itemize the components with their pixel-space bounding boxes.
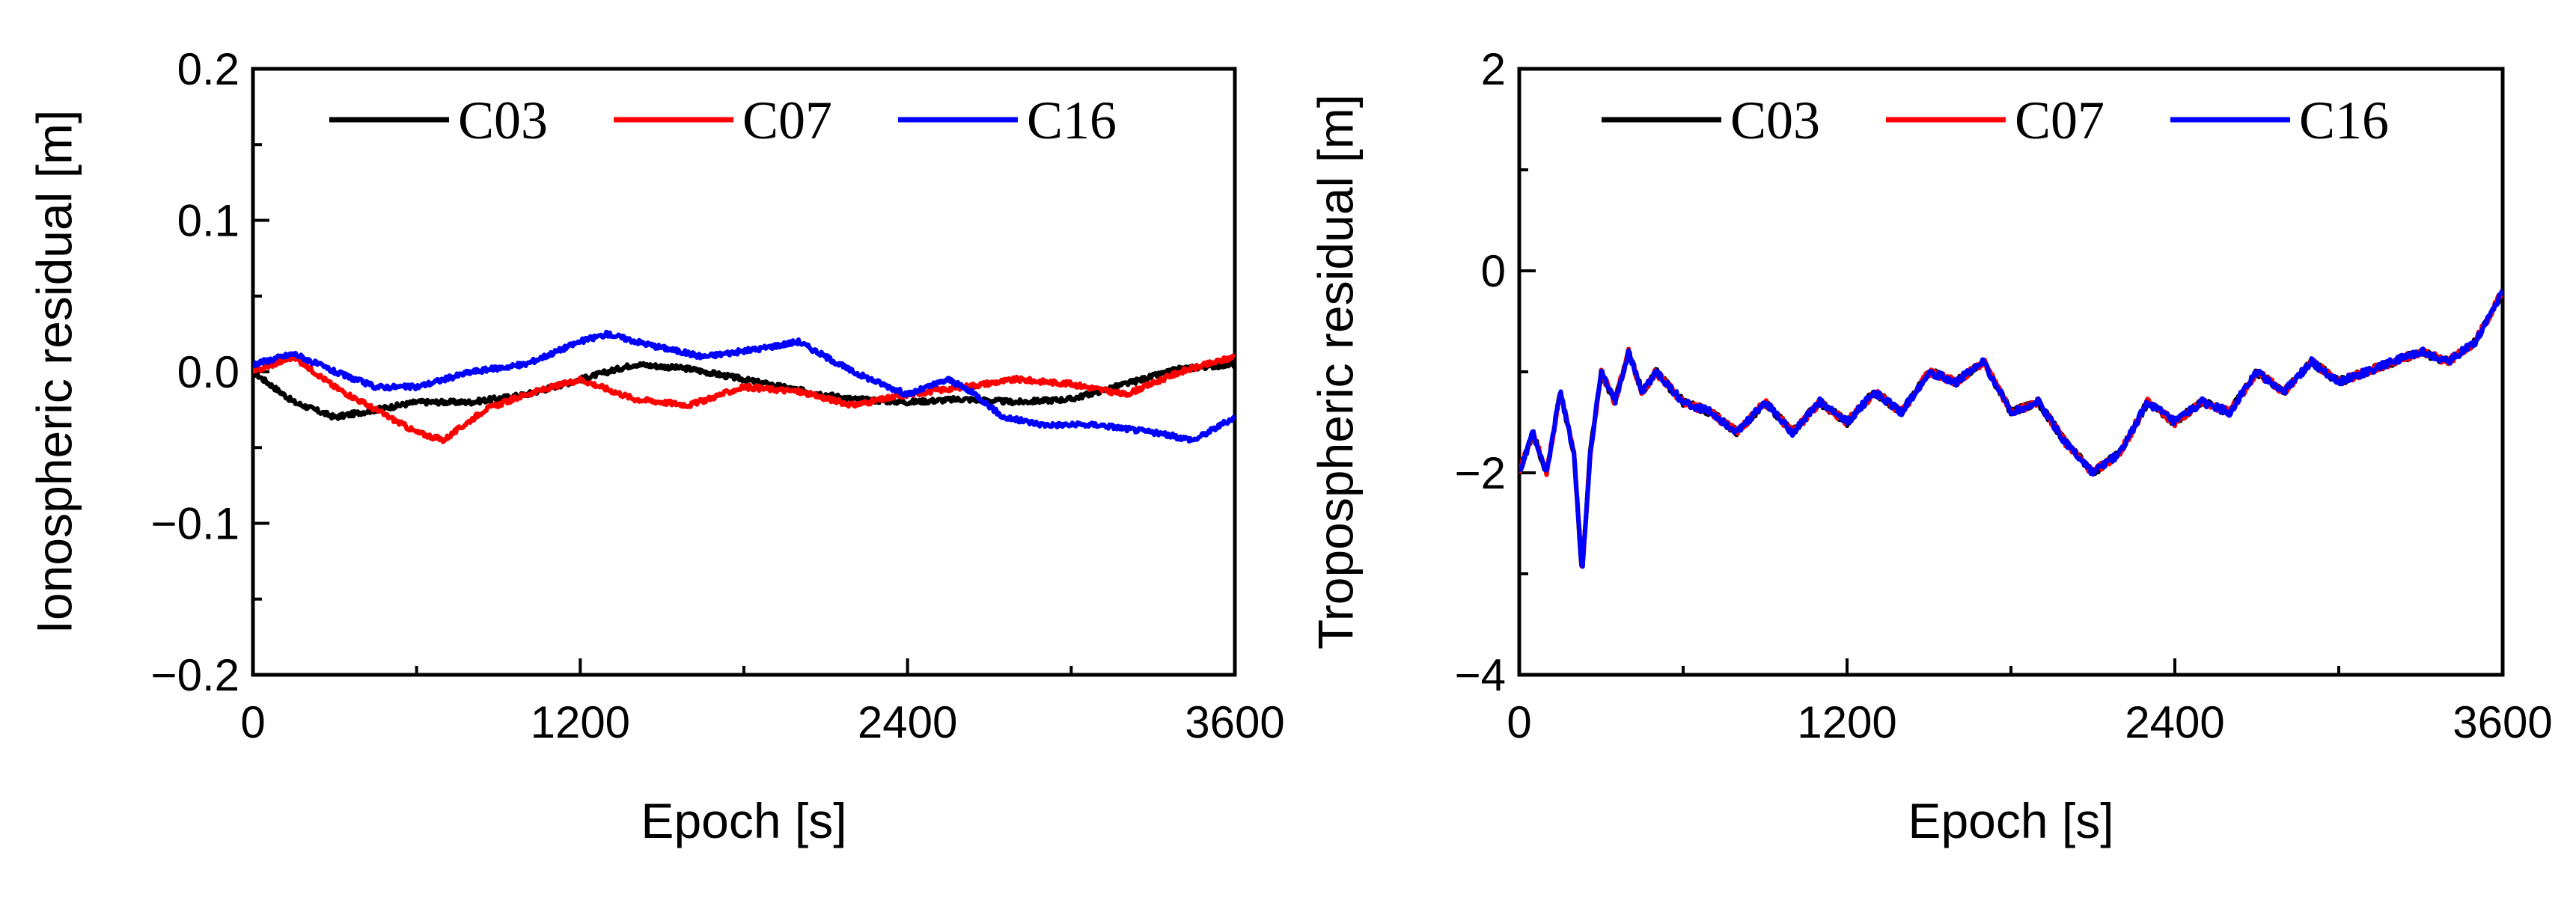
x-tick-label: 0 [1507,697,1531,747]
x-tick-label: 3600 [2453,697,2552,747]
y-axis-label: Tropospheric residual [m] [1307,94,1363,649]
series-line-c03 [253,360,1235,421]
y-tick-label: 0.2 [177,44,239,94]
legend-label-c16: C16 [2299,91,2389,150]
tropospheric-chart: −4 −2 0 2 0 1200 2400 3600 Epoch [s] Tropospheric… [1307,44,2552,848]
y-tick-label: −4 [1455,650,1506,700]
y-tick-label: 0.1 [177,196,239,246]
y-tick-label: 0.0 [177,347,239,397]
legend-label-c03: C03 [458,91,548,150]
x-tick-label: 1200 [1797,697,1896,747]
plot-frame [251,67,1237,677]
x-axis-label: Epoch [s] [1908,793,2113,848]
ionospheric-chart: −0.2 −0.1 0.0 0.1 0.2 0 1200 2400 3600 Epoch [s] I… [26,44,1284,848]
series-line-c03 [1519,290,2503,569]
legend-label-c03: C03 [1730,91,1820,150]
legend-label-c07: C07 [2015,91,2105,150]
x-tick-label: 2400 [2125,697,2224,747]
x-tick-label: 2400 [858,697,957,747]
y-tick-label: −0.2 [151,650,239,700]
y-tick-label: 2 [1481,44,1506,94]
x-tick-label: 3600 [1185,697,1284,747]
y-tick-label: 0 [1481,246,1506,296]
x-tick-label: 0 [240,697,265,747]
series-line-c07 [1519,289,2503,569]
series-line-c16 [1519,289,2503,569]
series-line-c07 [253,352,1235,444]
series-line-c16 [253,329,1235,444]
legend-label-c07: C07 [742,91,832,150]
x-tick-label: 1200 [531,697,630,747]
y-tick-label: −0.1 [151,499,239,549]
y-axis-label: Ionospheric residual [m] [26,110,82,634]
x-axis-label: Epoch [s] [641,793,846,848]
y-tick-label: −2 [1455,448,1506,498]
legend-label-c16: C16 [1027,91,1117,150]
